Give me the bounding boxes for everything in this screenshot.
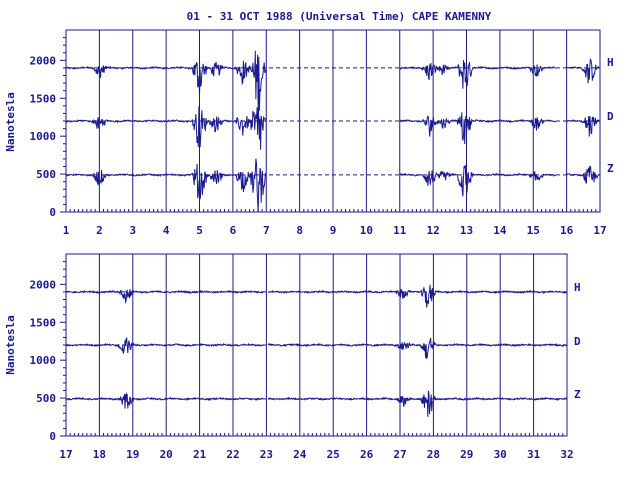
y-tick-label: 500 — [36, 168, 56, 181]
trace-z — [65, 390, 567, 417]
panel-bottom: Nanotesla H D Z 17 18 19 20 21 22 23 24 25 26 27 28… — [4, 253, 581, 461]
y-tick-label: 2000 — [30, 54, 57, 67]
y-tick-label: 0 — [49, 430, 56, 443]
y-tick-label: 1000 — [30, 354, 57, 367]
y-tick-label: 1500 — [30, 316, 57, 329]
x-tick-label: 15 — [527, 224, 540, 237]
y-tick-label: 2000 — [30, 278, 57, 291]
y-tick-label: 0 — [49, 206, 56, 219]
series-label-d-bottom: D — [574, 335, 581, 348]
x-tick-label: 28 — [427, 448, 440, 461]
series-label-z-top: Z — [607, 162, 614, 175]
x-tick-label: 17 — [59, 448, 72, 461]
x-tick-label: 1 — [63, 224, 70, 237]
x-tick-label: 25 — [327, 448, 340, 461]
y-tick-label: 500 — [36, 392, 56, 405]
x-tick-label: 17 — [593, 224, 606, 237]
x-tick-label: 16 — [560, 224, 574, 237]
x-tick-label: 7 — [263, 224, 270, 237]
trace-z — [65, 158, 601, 213]
series-label-h-bottom: H — [574, 281, 581, 294]
y-axis-label-bottom: Nanotesla — [4, 315, 17, 375]
series-label-z-bottom: Z — [574, 388, 581, 401]
x-tick-label: 21 — [193, 448, 207, 461]
x-tick-label: 12 — [427, 224, 440, 237]
series-label-d-top: D — [607, 110, 614, 123]
x-tick-label: 31 — [527, 448, 541, 461]
series-label-h-top: H — [607, 56, 614, 69]
x-tick-label: 5 — [196, 224, 203, 237]
x-tick-label: 3 — [129, 224, 136, 237]
x-tick-label: 18 — [93, 448, 106, 461]
x-tick-label: 10 — [360, 224, 373, 237]
x-tick-label: 20 — [160, 448, 173, 461]
x-tick-label: 22 — [226, 448, 239, 461]
y-tick-label: 1500 — [30, 92, 57, 105]
x-tick-label: 4 — [163, 224, 170, 237]
panel-top: Nanotesla H D Z 1 2 3 4 5 6 7 8 9 10 11 12 13 14 15 16 1… — [4, 29, 614, 237]
x-tick-label: 19 — [126, 448, 139, 461]
x-tick-label: 14 — [493, 224, 507, 237]
x-tick-label: 9 — [330, 224, 337, 237]
x-tick-label: 30 — [494, 448, 507, 461]
y-axis-label-top: Nanotesla — [4, 92, 17, 152]
x-tick-label: 2 — [96, 224, 103, 237]
x-tick-label: 6 — [230, 224, 237, 237]
trace-d — [65, 106, 601, 150]
trace-h — [65, 50, 601, 114]
x-tick-label: 29 — [460, 448, 473, 461]
x-tick-label: 11 — [393, 224, 407, 237]
series-labels-top: H D Z — [607, 56, 614, 175]
x-tick-label: 32 — [560, 448, 573, 461]
x-tick-label: 26 — [360, 448, 374, 461]
x-tick-label: 27 — [393, 448, 406, 461]
chart-title: 01 - 31 OCT 1988 (Universal Time) CAPE K… — [187, 10, 492, 23]
trace-d — [65, 336, 568, 359]
y-tick-label: 1000 — [30, 130, 57, 143]
x-tick-label: 23 — [260, 448, 273, 461]
trace-h — [65, 284, 568, 308]
x-tick-label: 8 — [296, 224, 303, 237]
x-tick-label: 13 — [460, 224, 473, 237]
series-labels-bottom: H D Z — [574, 281, 581, 401]
x-tick-label: 24 — [293, 448, 307, 461]
